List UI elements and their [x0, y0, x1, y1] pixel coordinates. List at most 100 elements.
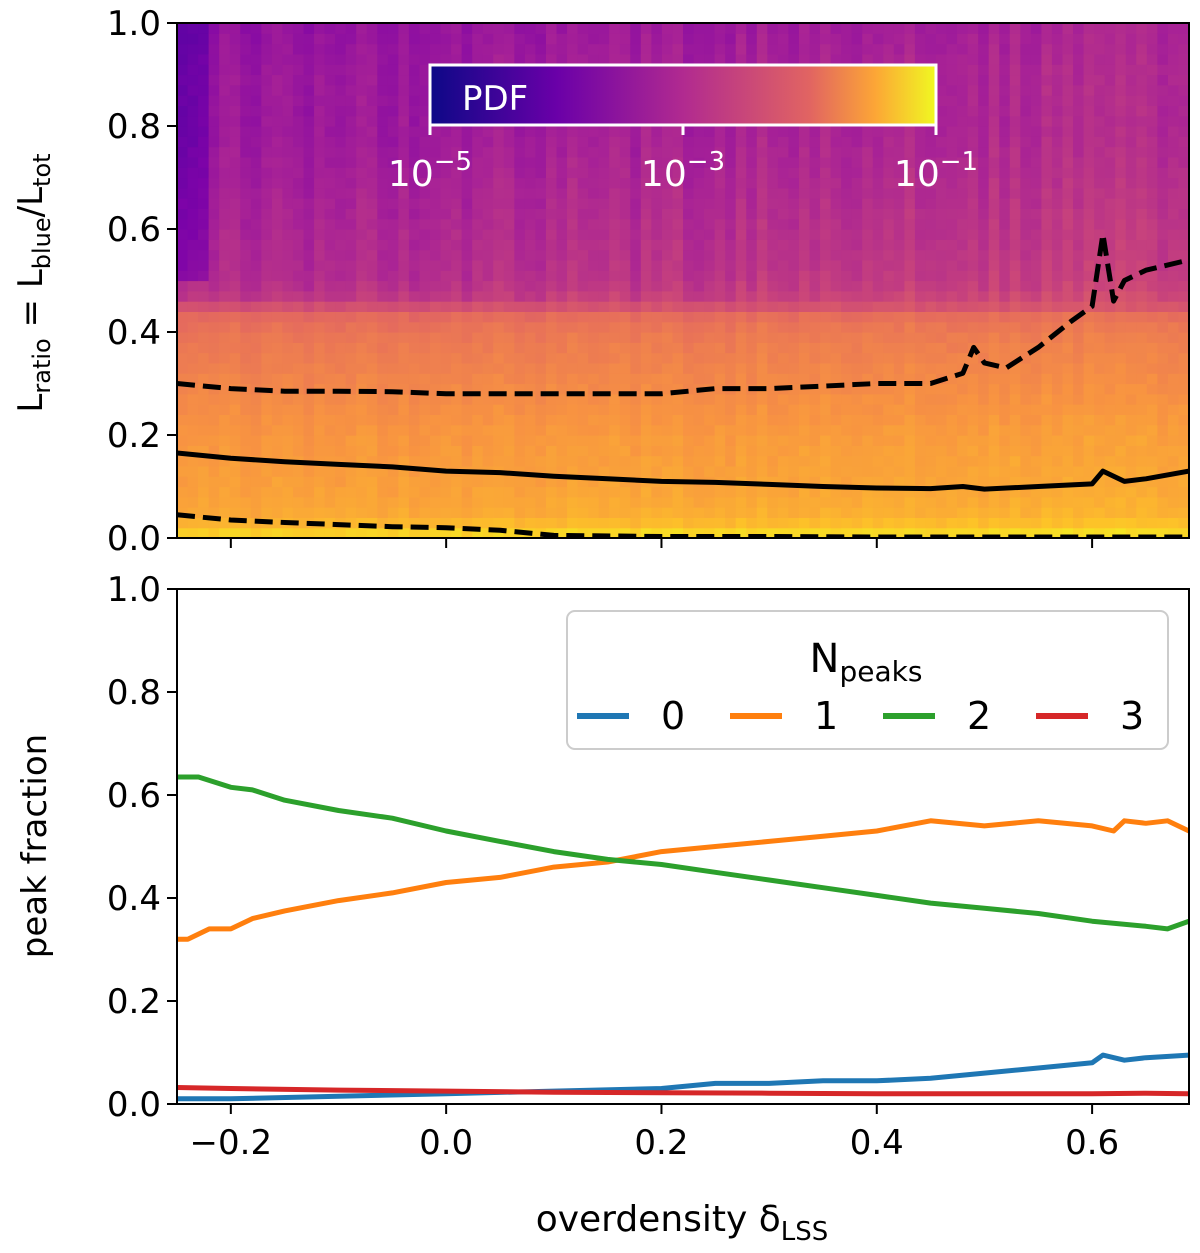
- heatmap-cell: [356, 53, 368, 65]
- heatmap-cell: [461, 136, 473, 148]
- heatmap-cell: [693, 229, 705, 240]
- heatmap-cell: [503, 373, 515, 385]
- heatmap-cell: [250, 43, 262, 55]
- heatmap-cell: [198, 301, 210, 312]
- heatmap-cell: [240, 115, 252, 127]
- heatmap-cell: [988, 332, 1000, 343]
- heatmap-cell: [482, 342, 494, 354]
- heatmap-cell: [229, 95, 241, 106]
- heatmap-cell: [1125, 404, 1137, 415]
- heatmap-cell: [1051, 332, 1064, 343]
- heatmap-cell: [946, 311, 958, 323]
- heatmap-cell: [714, 332, 726, 343]
- heatmap-cell: [1167, 136, 1180, 148]
- heatmap-cell: [451, 496, 463, 508]
- heatmap-cell: [967, 280, 979, 292]
- heatmap-cell: [398, 177, 410, 189]
- heatmap-cell: [219, 321, 231, 333]
- heatmap-cell: [756, 229, 768, 240]
- heatmap-cell: [1125, 362, 1137, 374]
- heatmap-cell: [1125, 43, 1137, 55]
- heatmap-cell: [503, 507, 515, 518]
- heatmap-cell: [345, 290, 357, 302]
- heatmap-cell: [556, 362, 568, 374]
- heatmap-cell: [314, 208, 326, 220]
- heatmap-cell: [556, 496, 568, 508]
- heatmap-cell: [619, 332, 631, 343]
- heatmap-cell: [1136, 445, 1148, 457]
- bottom-y-axis-label: peak fraction: [15, 734, 55, 958]
- heatmap-cell: [461, 393, 473, 405]
- heatmap-cell: [451, 167, 463, 179]
- heatmap-cell: [219, 270, 231, 282]
- heatmap-cell: [1009, 218, 1021, 230]
- heatmap-cell: [630, 393, 642, 405]
- heatmap-cell: [514, 517, 526, 529]
- heatmap-cell: [177, 84, 189, 96]
- heatmap-cell: [208, 362, 220, 374]
- heatmap-cell: [419, 301, 431, 312]
- heatmap-cell: [324, 146, 336, 158]
- heatmap-cell: [725, 517, 737, 529]
- heatmap-cell: [704, 239, 716, 251]
- heatmap-cell: [1062, 136, 1074, 148]
- heatmap-cell: [809, 218, 821, 230]
- heatmap-cell: [292, 105, 305, 117]
- heatmap-cell: [219, 455, 231, 467]
- heatmap-cell: [946, 465, 958, 477]
- heatmap-cell: [999, 187, 1011, 199]
- heatmap-cell: [914, 527, 927, 538]
- heatmap-cell: [767, 33, 779, 45]
- heatmap-cell: [1030, 465, 1043, 477]
- heatmap-cell: [419, 105, 431, 117]
- heatmap-cell: [957, 455, 969, 467]
- heatmap-cell: [314, 321, 326, 333]
- heatmap-cell: [377, 311, 389, 323]
- heatmap-cell: [693, 290, 705, 302]
- heatmap-cell: [408, 43, 421, 55]
- heatmap-cell: [324, 393, 336, 405]
- heatmap-cell: [577, 290, 589, 302]
- heatmap-cell: [872, 476, 884, 488]
- y-tick-label: 1.0: [107, 4, 161, 44]
- heatmap-cell: [430, 156, 442, 168]
- heatmap-cell: [851, 393, 863, 405]
- heatmap-cell: [651, 527, 663, 538]
- heatmap-cell: [1157, 259, 1169, 271]
- heatmap-cell: [366, 383, 378, 395]
- heatmap-cell: [535, 517, 547, 529]
- heatmap-cell: [1073, 445, 1085, 457]
- heatmap-cell: [830, 414, 842, 426]
- heatmap-cell: [967, 74, 979, 86]
- heatmap-cell: [693, 156, 705, 168]
- heatmap-cell: [788, 301, 800, 312]
- heatmap-cell: [609, 404, 621, 415]
- heatmap-cell: [809, 270, 821, 282]
- heatmap-cell: [1062, 229, 1074, 240]
- heatmap-cell: [598, 486, 610, 498]
- heatmap-cell: [292, 270, 305, 282]
- heatmap-cell: [767, 198, 779, 209]
- heatmap-cell: [314, 115, 326, 127]
- heatmap-cell: [387, 280, 399, 292]
- heatmap-cell: [978, 53, 990, 65]
- heatmap-cell: [756, 311, 768, 323]
- heatmap-cell: [1115, 167, 1127, 179]
- heatmap-cell: [556, 239, 568, 251]
- heatmap-cell: [1041, 136, 1053, 148]
- heatmap-cell: [514, 290, 526, 302]
- heatmap-cell: [292, 414, 305, 426]
- heatmap-cell: [1178, 167, 1189, 179]
- heatmap-cell: [1125, 465, 1137, 477]
- heatmap-cell: [1115, 373, 1127, 385]
- heatmap-cell: [936, 95, 948, 106]
- heatmap-cell: [271, 64, 284, 76]
- heatmap-cell: [324, 445, 336, 457]
- heatmap-cell: [777, 332, 790, 343]
- heatmap-cell: [408, 435, 421, 446]
- heatmap-cell: [1104, 136, 1116, 148]
- heatmap-cell: [830, 476, 842, 488]
- heatmap-cell: [524, 414, 537, 426]
- heatmap-cell: [292, 229, 305, 240]
- heatmap-cell: [820, 301, 832, 312]
